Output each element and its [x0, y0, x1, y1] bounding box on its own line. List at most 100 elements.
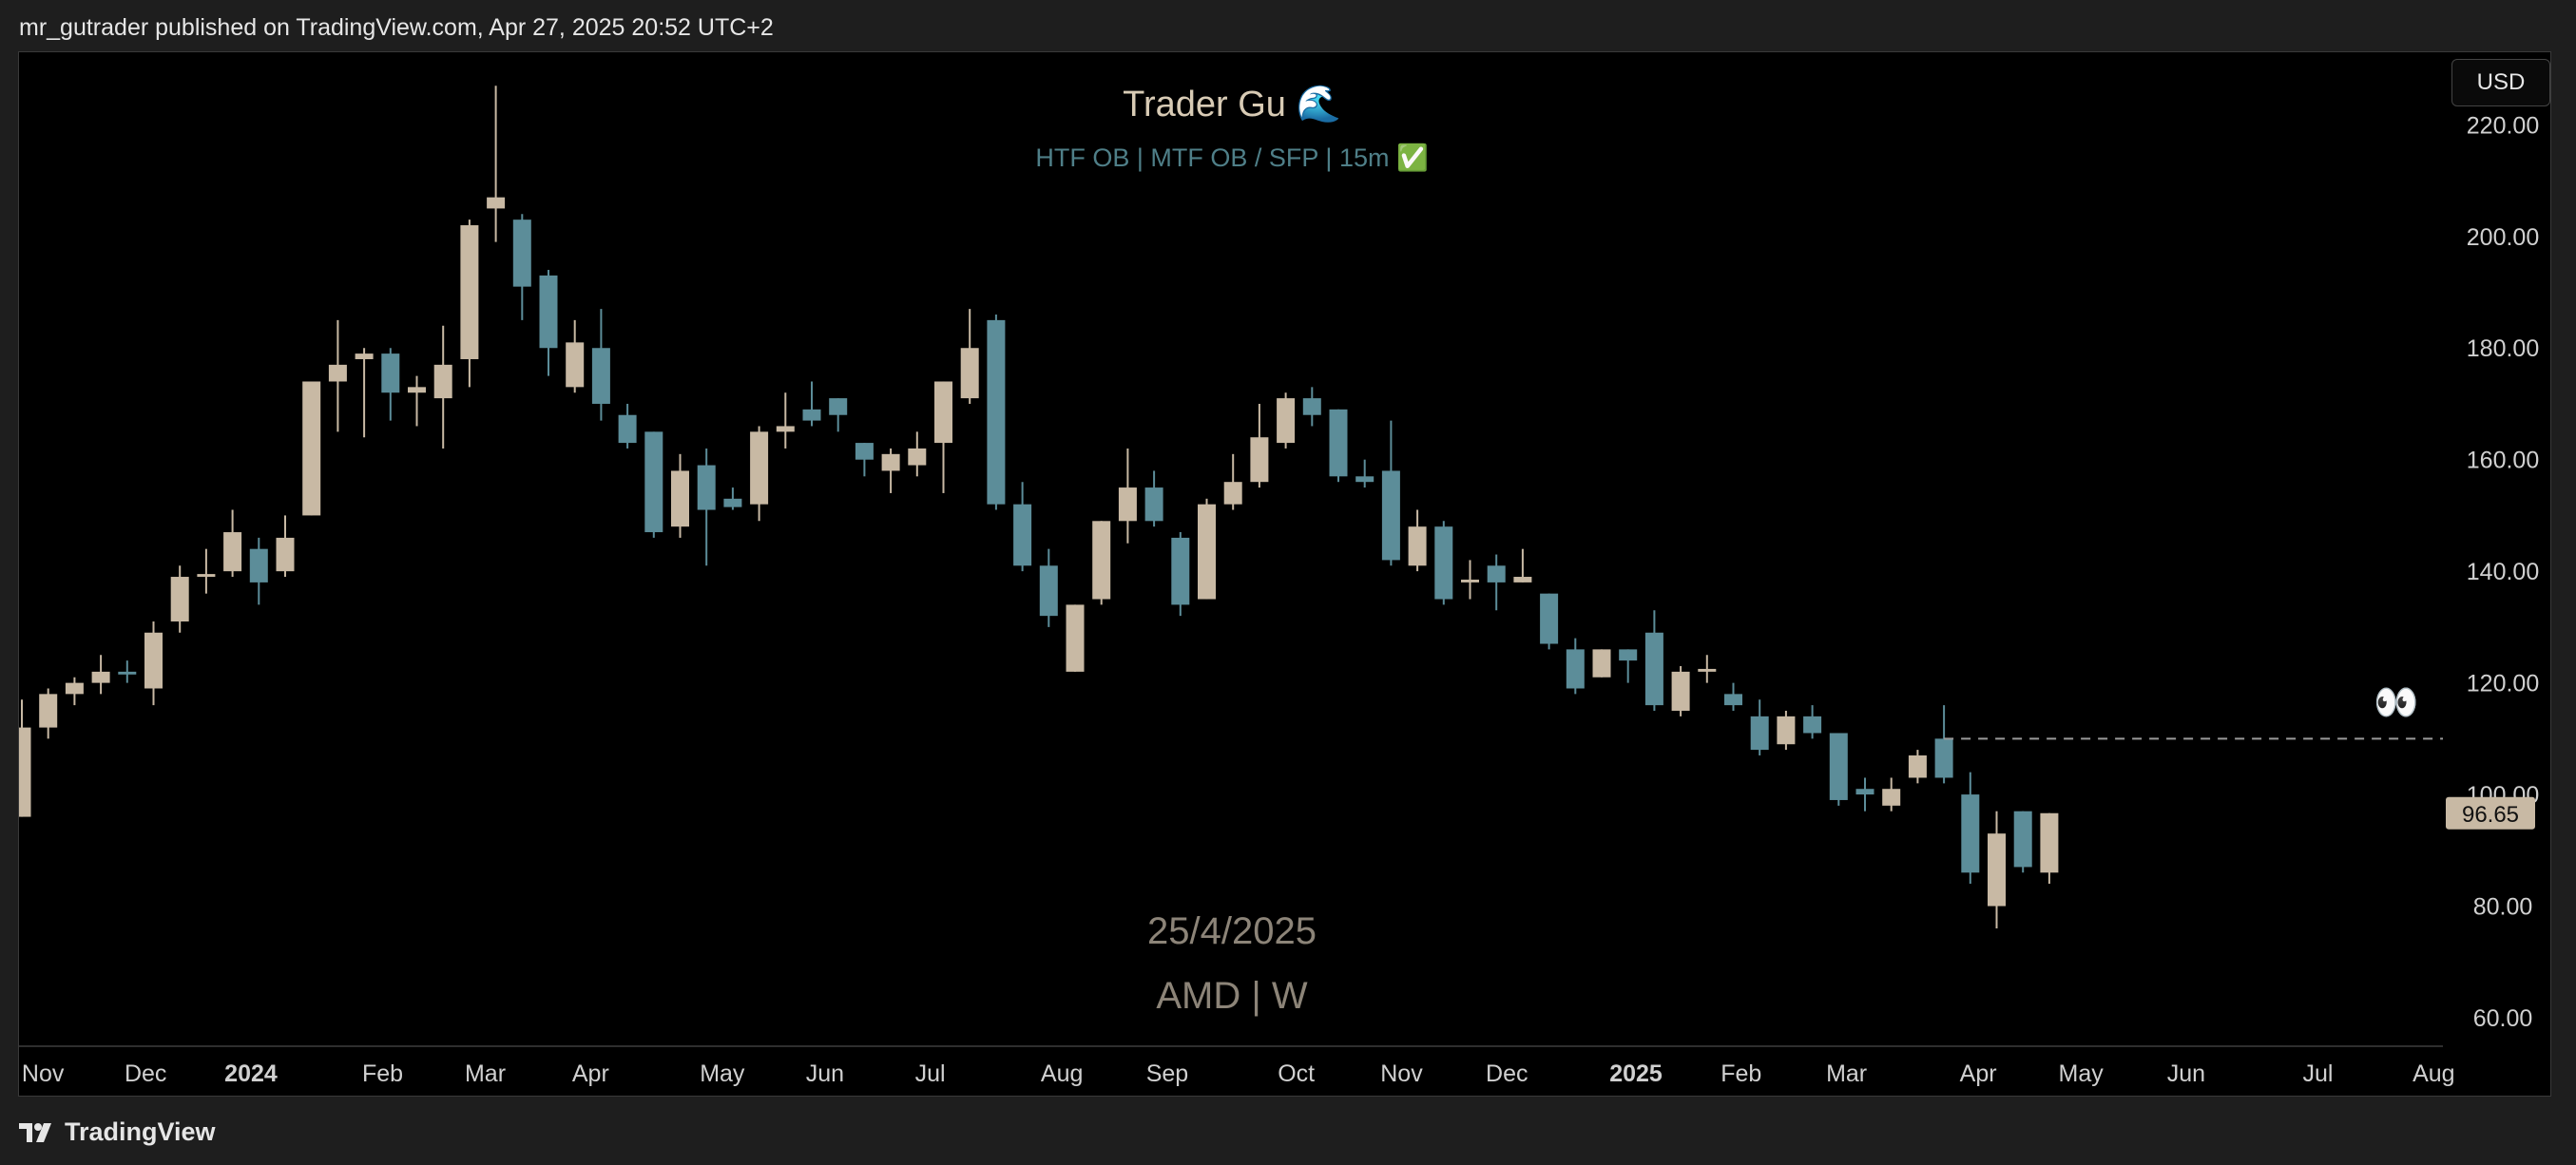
candle-body[interactable]	[1223, 482, 1242, 505]
price-tick-label: 160.00	[2467, 448, 2539, 474]
candle-body[interactable]	[433, 364, 452, 399]
candle-body[interactable]	[408, 387, 426, 393]
candle-body[interactable]	[223, 532, 242, 572]
candle-body[interactable]	[39, 694, 58, 728]
candle-body[interactable]	[1829, 733, 1848, 800]
price-tick-label: 200.00	[2467, 224, 2539, 251]
candle-body[interactable]	[1934, 738, 1953, 778]
candle-body[interactable]	[1013, 504, 1032, 566]
candle-body[interactable]	[566, 342, 585, 388]
candle-body[interactable]	[197, 574, 216, 578]
candle-body[interactable]	[1698, 668, 1717, 672]
candle-body[interactable]	[618, 414, 637, 444]
candle-body[interactable]	[908, 448, 927, 466]
candle-body[interactable]	[1355, 476, 1375, 483]
candle-body[interactable]	[512, 220, 531, 287]
candle-body[interactable]	[1381, 470, 1400, 561]
candle-body[interactable]	[591, 348, 610, 404]
candle-body[interactable]	[1171, 537, 1190, 605]
candle-body[interactable]	[1644, 632, 1663, 706]
candle-body[interactable]	[1908, 754, 1927, 778]
candle-body[interactable]	[644, 431, 663, 533]
candle-body[interactable]	[460, 225, 479, 359]
candle-body[interactable]	[1092, 521, 1111, 600]
candle-body[interactable]	[697, 465, 716, 510]
candle-body[interactable]	[118, 671, 137, 675]
candle-body[interactable]	[1434, 526, 1453, 600]
candle-body[interactable]	[1487, 565, 1506, 582]
time-tick-label: Jul	[2302, 1060, 2333, 1087]
candle-body[interactable]	[1461, 579, 1479, 582]
candle-body[interactable]	[1302, 398, 1321, 415]
candle-body[interactable]	[276, 537, 295, 572]
candle-body[interactable]	[881, 453, 900, 471]
candle-body[interactable]	[2040, 812, 2059, 873]
candle-body[interactable]	[934, 381, 952, 444]
price-tick-label: 60.00	[2473, 1005, 2533, 1032]
candle-body[interactable]	[302, 381, 321, 516]
candle-body[interactable]	[1198, 504, 1216, 600]
candle-body[interactable]	[960, 348, 979, 399]
candle-body[interactable]	[1144, 487, 1163, 522]
candle-body[interactable]	[776, 426, 795, 432]
candle-body[interactable]	[855, 443, 874, 460]
candle-body[interactable]	[1540, 593, 1559, 644]
candle-body[interactable]	[144, 632, 163, 689]
footer-bar: TradingView	[0, 1102, 2576, 1165]
candle-body[interactable]	[1882, 789, 1901, 806]
candle-body[interactable]	[987, 319, 1006, 505]
candle-body[interactable]	[723, 498, 742, 507]
candle-body[interactable]	[539, 275, 558, 349]
candle-body[interactable]	[1408, 526, 1427, 566]
time-tick-label: Apr	[572, 1060, 609, 1087]
candle-body[interactable]	[1039, 565, 1058, 617]
candle-body[interactable]	[1724, 694, 1742, 706]
candle-body[interactable]	[802, 409, 821, 421]
time-tick-label: Jul	[915, 1060, 946, 1087]
time-tick-label: Aug	[2413, 1060, 2454, 1087]
candle-body[interactable]	[249, 548, 268, 582]
tradingview-logo[interactable]: TradingView	[19, 1117, 216, 1147]
candle-body[interactable]	[381, 353, 400, 393]
candle-body[interactable]	[170, 577, 189, 622]
time-tick-label: 2024	[224, 1060, 278, 1087]
candle-body[interactable]	[1855, 789, 1874, 795]
candle-body[interactable]	[750, 431, 769, 505]
candle-body[interactable]	[1777, 716, 1796, 745]
tradingview-logo-icon	[19, 1122, 51, 1142]
candle-body[interactable]	[1118, 487, 1137, 522]
candle-body[interactable]	[1513, 577, 1532, 582]
candle-body[interactable]	[65, 682, 84, 695]
candle-body[interactable]	[1250, 437, 1269, 483]
candle-body[interactable]	[1961, 794, 1980, 873]
candle-body[interactable]	[2013, 811, 2032, 868]
candle-body[interactable]	[1566, 649, 1585, 689]
chart-title: Trader Gu 🌊	[1123, 83, 1341, 124]
candle-body[interactable]	[19, 727, 31, 817]
watermark-symbol: AMD | W	[1156, 975, 1308, 1017]
price-axis[interactable]: 220.00200.00180.00160.00140.00120.00100.…	[2467, 112, 2539, 1032]
currency-button[interactable]: USD	[2451, 59, 2550, 106]
candle-body[interactable]	[1277, 398, 1296, 444]
candle-body[interactable]	[1988, 833, 2006, 907]
candle-body[interactable]	[671, 470, 689, 527]
time-axis[interactable]: Nov Dec 2024 Feb Mar Apr May Jun Jul Aug Sep Oct Nov…	[22, 1060, 2455, 1087]
candle-body[interactable]	[1066, 604, 1085, 672]
chart-frame[interactable]	[18, 51, 2551, 1097]
candle-body[interactable]	[355, 353, 374, 359]
candle-body[interactable]	[1592, 649, 1611, 678]
candle-body[interactable]	[328, 364, 347, 382]
candle-body[interactable]	[1329, 409, 1348, 477]
tradingview-brand: TradingView	[65, 1117, 216, 1146]
candle-body[interactable]	[91, 671, 110, 683]
candle-body[interactable]	[1619, 649, 1638, 661]
candle-body[interactable]	[487, 197, 506, 209]
time-tick-label: Dec	[125, 1060, 166, 1087]
candle-body[interactable]	[829, 398, 848, 415]
candle-body[interactable]	[1803, 716, 1822, 734]
candle-body[interactable]	[1750, 716, 1769, 751]
time-tick-label: Feb	[1721, 1060, 1761, 1087]
candle-body[interactable]	[1671, 671, 1690, 711]
time-tick-label: Dec	[1486, 1060, 1528, 1087]
